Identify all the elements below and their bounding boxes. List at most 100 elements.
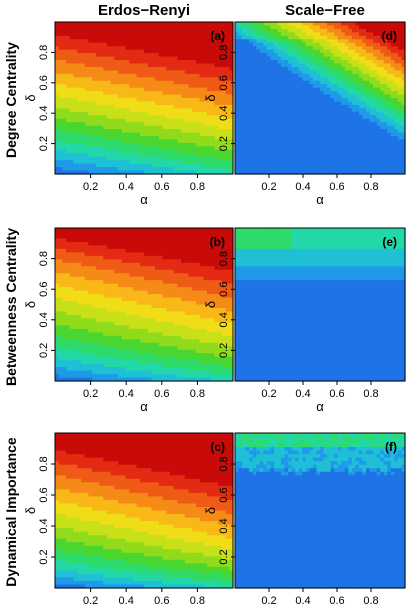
heatmap-cell [166,273,171,278]
heatmap-cell [177,290,182,295]
heatmap-cell [214,356,219,361]
heatmap-cell [62,241,67,246]
heatmap-cell [199,283,204,288]
heatmap-cell [225,111,230,116]
heatmap-cell [69,94,75,99]
heatmap-cell [218,318,223,323]
heatmap-cell [121,342,127,347]
heatmap-cell [155,353,160,358]
heatmap-cell [181,98,186,103]
heatmap-cell [221,77,227,82]
heatmap-cell [73,464,78,469]
heatmap-cell [103,517,108,522]
heatmap-cell [84,342,89,347]
heatmap-cell [77,468,82,473]
heatmap-cell [199,104,204,109]
heatmap-cell [184,367,190,372]
heatmap-cell [203,255,208,260]
heatmap-cell [229,63,234,68]
heatmap-cell [184,228,190,233]
heatmap-cell [169,167,175,172]
heatmap-cell [118,60,123,65]
heatmap-cell [118,234,123,240]
heatmap-cell [225,149,230,154]
heatmap-cell [73,301,78,306]
heatmap-cell [181,248,186,253]
heatmap-cell [99,22,104,27]
heatmap-cell [199,356,204,361]
heatmap-cell [121,325,127,330]
heatmap-cell [162,245,167,250]
heatmap-cell [140,374,145,379]
heatmap-cell [58,468,64,473]
heatmap-cell [92,556,97,561]
heatmap-cell [210,146,216,151]
heatmap-cell [147,77,153,82]
heatmap-cell [199,56,204,61]
heatmap-cell [229,70,234,75]
heatmap-cell [210,167,216,172]
heatmap-cell [192,98,197,103]
heatmap-cell [207,297,212,302]
heatmap-cell [155,287,160,292]
heatmap-cell [110,25,115,30]
heatmap-cell [188,129,193,134]
heatmap-cell [92,91,97,96]
heatmap-cell [166,153,171,158]
heatmap-cell [66,535,71,540]
heatmap-cell [188,370,193,375]
heatmap-cell [106,506,112,512]
heatmap-cell [155,276,160,281]
heatmap-cell [103,482,108,487]
heatmap-cell [229,129,234,134]
heatmap-cell [99,98,104,103]
heatmap-cell [155,104,160,109]
heatmap-cell [195,80,201,85]
heatmap-cell [136,304,141,309]
heatmap-cell [218,241,223,246]
heatmap-cell [221,234,227,240]
heatmap-cell [88,80,93,85]
heatmap-cell [55,521,60,526]
heatmap-cell [188,290,193,295]
heatmap-cell [103,510,108,515]
heatmap-cell [66,111,71,116]
heatmap-cell [140,108,145,113]
heatmap-cell [195,228,201,233]
heatmap-cell [192,39,197,44]
heatmap-cell [177,153,182,158]
heatmap-cell [62,42,67,47]
heatmap-cell [181,22,186,27]
heatmap-cell [103,464,108,469]
heatmap-cell [225,142,230,147]
heatmap-cell [95,325,101,330]
heatmap-cell [195,32,201,37]
heatmap-cell [155,262,160,267]
heatmap-cell [99,35,104,40]
heatmap-cell [69,545,75,550]
heatmap-cell [106,146,112,151]
heatmap-cell [118,91,123,96]
heatmap-cell [73,104,78,109]
heatmap-cell [80,39,86,44]
heatmap-cell [88,517,93,522]
heatmap-cell [144,49,149,54]
heatmap-cell [203,245,208,250]
heatmap-cell [151,60,156,65]
heatmap-cell [110,77,115,82]
heatmap-cell [184,349,190,354]
heatmap-cell [218,353,223,358]
heatmap-cell [207,304,212,309]
heatmap-cell [188,269,193,274]
heatmap-cell [192,349,197,354]
heatmap-cell [129,122,134,127]
heatmap-cell [147,346,153,351]
heatmap-cell [129,325,134,330]
heatmap-cell [218,349,223,354]
heatmap-cell [77,156,82,161]
heatmap-cell [162,349,167,354]
heatmap-cell [84,56,89,61]
heatmap-cell [195,266,201,271]
heatmap-cell [95,360,101,365]
heatmap-cell [55,503,60,508]
